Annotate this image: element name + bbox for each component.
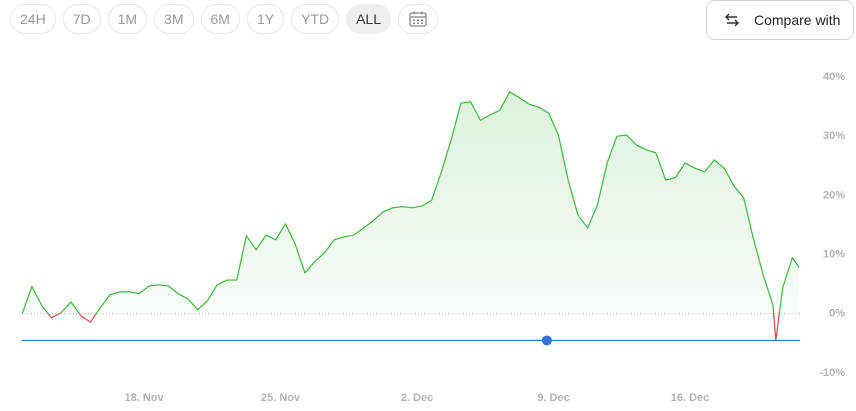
range-button[interactable]: 7D [62, 4, 101, 34]
line [21, 91, 800, 342]
range-button[interactable]: 24H [10, 4, 56, 34]
y-tick-label: 40% [823, 71, 845, 83]
y-tick-label: -10% [819, 367, 845, 379]
x-tick-label: 18. Nov [124, 392, 164, 404]
range-button[interactable]: 3M [154, 4, 194, 34]
y-tick-label: 20% [823, 189, 845, 201]
range-button[interactable]: 1Y [246, 4, 285, 34]
x-tick-label: 9. Dec [537, 392, 569, 404]
range-button[interactable]: YTD [291, 4, 340, 34]
range-button[interactable]: ALL [346, 4, 391, 34]
reference-marker [541, 335, 552, 346]
x-tick-label: 16. Dec [671, 392, 710, 404]
swap-icon [725, 13, 739, 27]
compare-button[interactable]: Compare with [706, 0, 854, 40]
range-button[interactable]: 1M [107, 4, 148, 34]
y-tick-label: 30% [823, 130, 845, 142]
x-tick-label: 25. Nov [261, 392, 301, 404]
calendar-icon [409, 11, 427, 27]
range-button[interactable]: 6M [200, 4, 240, 34]
y-tick-label: 10% [823, 249, 845, 261]
range-buttons: 24H 7D 1M 3M 6M 1Y YTD ALL [10, 4, 438, 34]
x-tick-label: 2. Dec [401, 392, 433, 404]
area [22, 91, 800, 314]
y-tick-label: 0% [829, 308, 845, 320]
compare-label: Compare with [754, 12, 841, 28]
calendar-button[interactable] [398, 4, 438, 34]
